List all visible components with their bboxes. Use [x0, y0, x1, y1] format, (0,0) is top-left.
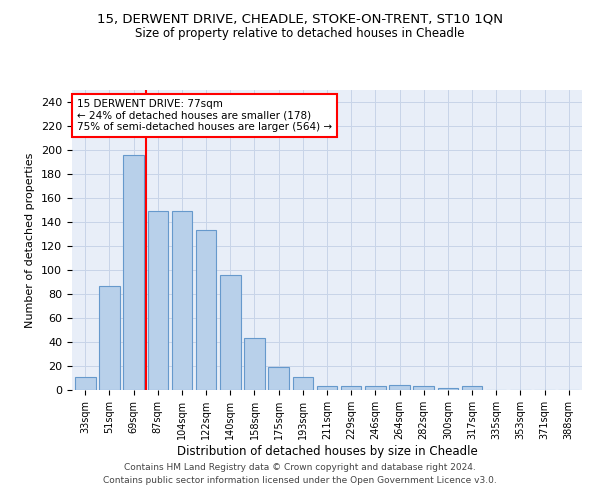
Text: Contains public sector information licensed under the Open Government Licence v3: Contains public sector information licen… — [103, 476, 497, 485]
X-axis label: Distribution of detached houses by size in Cheadle: Distribution of detached houses by size … — [176, 444, 478, 458]
Bar — [244, 338, 265, 390]
Bar — [293, 377, 313, 390]
Bar — [268, 367, 289, 390]
Text: Contains HM Land Registry data © Crown copyright and database right 2024.: Contains HM Land Registry data © Crown c… — [124, 464, 476, 472]
Bar — [365, 386, 386, 390]
Bar — [462, 386, 482, 390]
Bar — [220, 275, 241, 390]
Bar — [341, 386, 361, 390]
Bar — [99, 286, 120, 390]
Y-axis label: Number of detached properties: Number of detached properties — [25, 152, 35, 328]
Text: 15, DERWENT DRIVE, CHEADLE, STOKE-ON-TRENT, ST10 1QN: 15, DERWENT DRIVE, CHEADLE, STOKE-ON-TRE… — [97, 12, 503, 26]
Bar — [124, 155, 144, 390]
Bar — [148, 211, 168, 390]
Bar — [317, 386, 337, 390]
Text: 15 DERWENT DRIVE: 77sqm
← 24% of detached houses are smaller (178)
75% of semi-d: 15 DERWENT DRIVE: 77sqm ← 24% of detache… — [77, 99, 332, 132]
Bar — [172, 211, 192, 390]
Bar — [413, 386, 434, 390]
Bar — [196, 230, 217, 390]
Bar — [389, 385, 410, 390]
Bar — [75, 377, 95, 390]
Bar — [437, 388, 458, 390]
Text: Size of property relative to detached houses in Cheadle: Size of property relative to detached ho… — [135, 28, 465, 40]
